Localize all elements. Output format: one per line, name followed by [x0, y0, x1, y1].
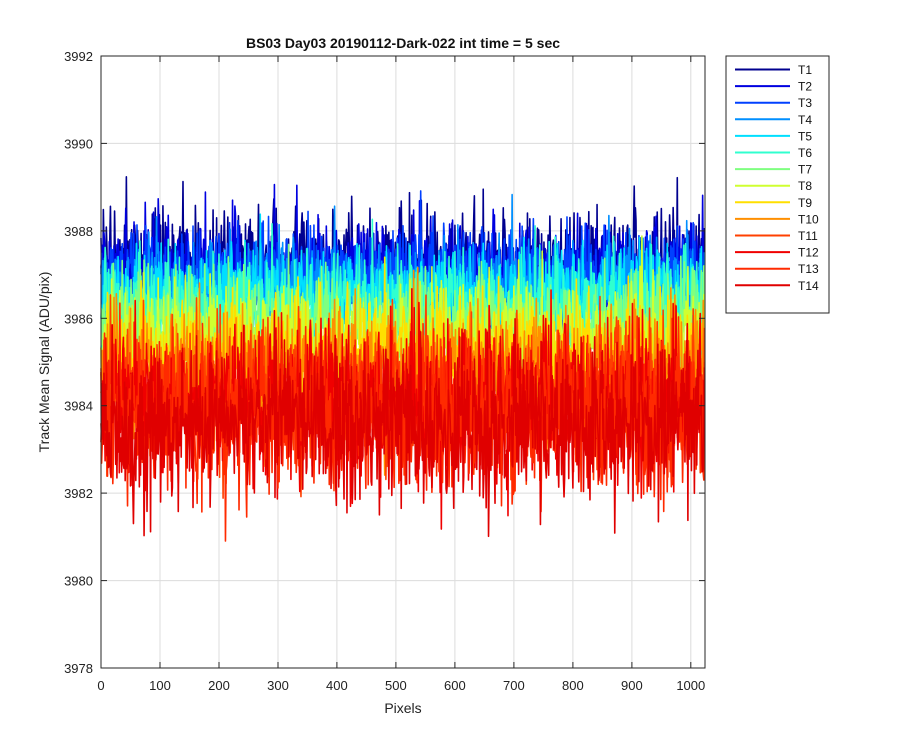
series-line-t14 [100, 309, 706, 538]
legend-label: T5 [798, 129, 812, 143]
legend-label: T13 [798, 262, 819, 276]
x-axis-label: Pixels [384, 700, 421, 716]
legend-label: T6 [798, 146, 812, 160]
x-tick-label: 800 [562, 678, 584, 693]
legend-label: T10 [798, 212, 819, 226]
y-tick-label: 3986 [64, 311, 93, 326]
x-tick-label: 300 [267, 678, 289, 693]
x-tick-label: 100 [149, 678, 171, 693]
series-group [100, 176, 706, 542]
x-tick-label: 400 [326, 678, 348, 693]
legend-label: T7 [798, 163, 812, 177]
x-tick-label: 900 [621, 678, 643, 693]
legend: T1 T2 T3 T4 T5 T6 T7 T8 T9 T10 T11 T12 T13 T14 [725, 55, 830, 314]
legend-label: T9 [798, 196, 812, 210]
legend-label: T1 [798, 63, 812, 77]
x-tick-label: 200 [208, 678, 230, 693]
chart-title: BS03 Day03 20190112-Dark-022 int time = … [246, 35, 560, 51]
legend-box [725, 55, 830, 314]
y-tick-label: 3990 [64, 136, 93, 151]
legend-label: T3 [798, 96, 812, 110]
legend-label: T14 [798, 279, 819, 293]
plot-frame [100, 55, 706, 669]
y-axis-label: Track Mean Signal (ADU/pix) [36, 272, 52, 453]
x-tick-label: 600 [444, 678, 466, 693]
y-tick-label: 3982 [64, 486, 93, 501]
legend-label: T11 [798, 229, 818, 243]
legend-label: T12 [798, 246, 819, 260]
x-tick-label: 1000 [676, 678, 705, 693]
axis-ticks: 0 100 200 300 400 500 600 700 800 900 1000 3978 3980… [64, 49, 705, 693]
y-tick-label: 3992 [64, 49, 93, 64]
y-tick-label: 3984 [64, 399, 93, 414]
y-tick-label: 3980 [64, 574, 93, 589]
x-tick-label: 0 [97, 678, 104, 693]
x-tick-label: 500 [385, 678, 407, 693]
legend-label: T8 [798, 179, 812, 193]
y-tick-label: 3978 [64, 661, 93, 676]
y-tick-label: 3988 [64, 224, 93, 239]
legend-label: T2 [798, 80, 812, 94]
legend-label: T4 [798, 113, 812, 127]
x-tick-label: 700 [503, 678, 525, 693]
